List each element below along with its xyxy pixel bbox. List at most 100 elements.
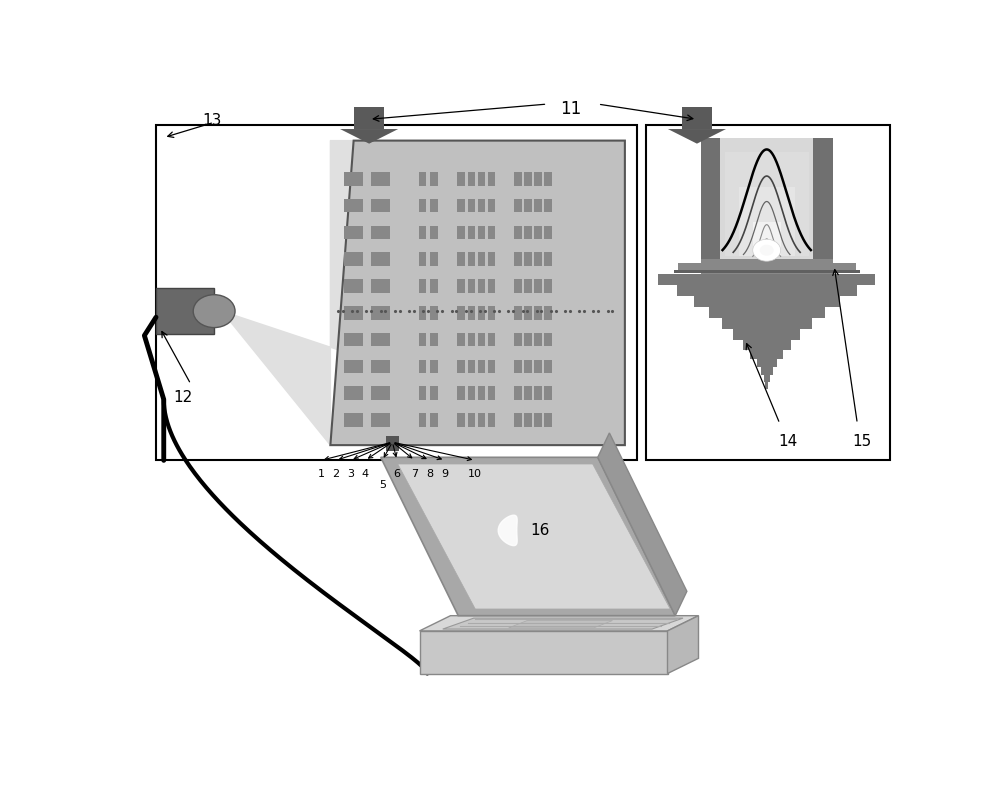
Polygon shape [222, 141, 625, 445]
Bar [514, 413, 522, 427]
Circle shape [753, 239, 781, 261]
Bar [544, 386, 552, 400]
Bar [544, 252, 552, 266]
Bar [371, 386, 390, 400]
Text: 11: 11 [560, 100, 581, 118]
Bar [514, 199, 522, 213]
Bar [478, 279, 485, 293]
Bar [419, 252, 426, 266]
Bar [419, 199, 426, 213]
Bar [488, 225, 495, 239]
Bar [468, 279, 475, 293]
Bar [524, 333, 532, 346]
Bar [534, 306, 542, 320]
Bar [544, 279, 552, 293]
Bar [386, 436, 399, 451]
Polygon shape [498, 515, 517, 546]
Bar [524, 172, 532, 186]
Bar [419, 413, 426, 427]
Bar [534, 333, 542, 346]
Bar [344, 172, 363, 186]
Polygon shape [443, 618, 683, 629]
Bar [739, 187, 795, 256]
Bar [419, 386, 426, 400]
Text: 14: 14 [778, 434, 798, 449]
Bar [478, 306, 485, 320]
Bar [344, 360, 363, 373]
Bar [457, 199, 465, 213]
Bar [678, 263, 856, 271]
Bar [478, 333, 485, 346]
Bar [646, 125, 890, 460]
Bar [524, 252, 532, 266]
Bar [534, 225, 542, 239]
Bar [457, 413, 465, 427]
Bar [371, 306, 390, 320]
Polygon shape [354, 107, 384, 129]
Bar [701, 138, 833, 259]
Bar [514, 333, 522, 346]
Bar [419, 306, 426, 320]
Bar [753, 221, 781, 256]
Bar [720, 138, 813, 259]
Bar [344, 199, 363, 213]
Bar [457, 252, 465, 266]
Bar [488, 199, 495, 213]
Bar [344, 252, 363, 266]
Text: 8: 8 [426, 470, 433, 479]
Bar [468, 306, 475, 320]
Bar [544, 225, 552, 239]
Bar [488, 360, 495, 373]
Bar [457, 172, 465, 186]
Bar [419, 172, 426, 186]
Bar [430, 360, 438, 373]
Circle shape [193, 295, 235, 327]
Bar [488, 172, 495, 186]
Bar [371, 172, 390, 186]
Bar [694, 296, 840, 307]
Text: 12: 12 [174, 390, 193, 405]
Polygon shape [668, 615, 699, 673]
Bar [488, 413, 495, 427]
Bar [514, 279, 522, 293]
Bar [524, 360, 532, 373]
Bar [419, 333, 426, 346]
Text: 6: 6 [394, 470, 401, 479]
Polygon shape [420, 615, 699, 631]
Bar [468, 413, 475, 427]
Bar [468, 172, 475, 186]
Bar [534, 279, 542, 293]
Bar [478, 413, 485, 427]
Bar [488, 252, 495, 266]
Bar [478, 386, 485, 400]
Bar [544, 199, 552, 213]
Polygon shape [398, 464, 670, 609]
Bar [534, 172, 542, 186]
Bar [765, 382, 768, 389]
Bar [534, 413, 542, 427]
Text: 5: 5 [379, 480, 386, 490]
Bar [488, 306, 495, 320]
Bar [419, 279, 426, 293]
Bar [524, 306, 532, 320]
Text: 13: 13 [202, 113, 222, 128]
Bar [430, 413, 438, 427]
Bar [488, 333, 495, 346]
Bar [430, 279, 438, 293]
Text: 2: 2 [332, 470, 339, 479]
Bar [544, 413, 552, 427]
Bar [371, 360, 390, 373]
Bar [457, 306, 465, 320]
Bar [457, 360, 465, 373]
Bar [468, 386, 475, 400]
Bar [457, 279, 465, 293]
Text: 1: 1 [318, 470, 325, 479]
Bar [430, 386, 438, 400]
Bar [371, 279, 390, 293]
Polygon shape [340, 129, 398, 144]
Bar [478, 252, 485, 266]
Bar [478, 172, 485, 186]
Bar [534, 199, 542, 213]
Bar [156, 125, 637, 460]
Text: 16: 16 [530, 523, 549, 538]
